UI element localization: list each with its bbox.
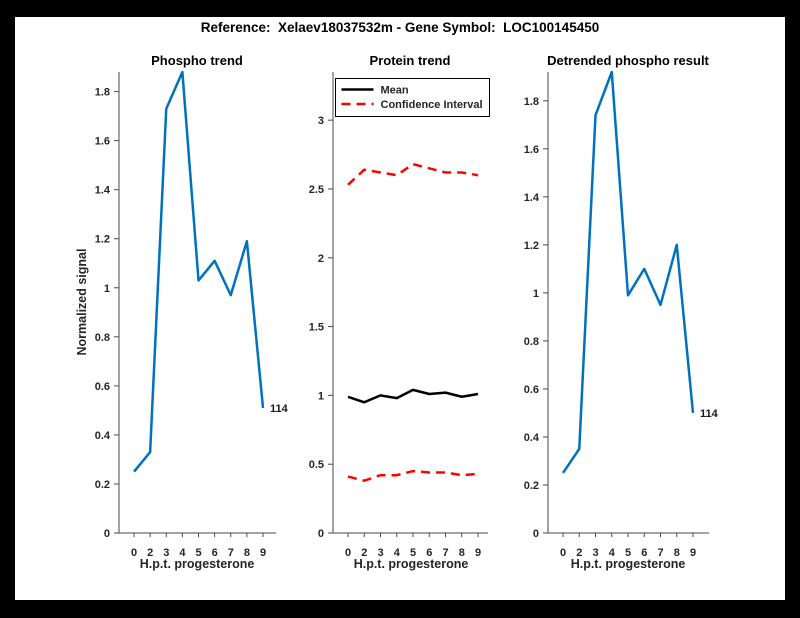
x-tick-label: 4	[394, 547, 401, 559]
y-tick-label: 0.2	[95, 479, 110, 491]
subplot2-title: Protein trend	[369, 53, 451, 68]
y-tick-label: 0.5	[309, 459, 324, 471]
y-tick-label: 3	[318, 115, 324, 127]
y-tick-label: 1.2	[524, 240, 539, 252]
y-tick-label: 0.6	[524, 384, 539, 396]
y-tick-label: 1.8	[524, 96, 539, 108]
y-tick-label: 0	[104, 528, 110, 540]
y-tick-label: 0	[318, 528, 324, 540]
y-tick-label: 0.4	[95, 430, 111, 442]
x-tick-label: 8	[244, 547, 250, 559]
x-tick-label: 3	[377, 547, 383, 559]
y-tick-label: 0.4	[524, 432, 540, 444]
y-tick-label: 2	[318, 253, 324, 265]
y-tick-label: 0.2	[524, 480, 539, 492]
y-tick-label: 1	[104, 283, 110, 295]
confidence-upper-line	[347, 162, 479, 186]
x-tick-label: 5	[625, 547, 631, 559]
y-tick-label: 0.8	[524, 336, 539, 348]
y-tick-label: 1.6	[524, 144, 539, 156]
legend-label: Mean	[381, 85, 409, 97]
subplot3-x-axis-label: H.p.t. progesterone	[570, 557, 686, 571]
x-tick-label: 4	[179, 547, 186, 559]
legend-box	[335, 78, 490, 117]
legend-label: Confidence Interval	[381, 99, 483, 111]
x-tick-label: 5	[195, 547, 201, 559]
y-tick-label: 1	[318, 390, 324, 402]
x-tick-label: 2	[576, 547, 582, 559]
subplot2-x-axis-label: H.p.t. progesterone	[353, 557, 469, 571]
y-tick-label: 1.6	[95, 136, 110, 148]
x-tick-label: 7	[657, 547, 663, 559]
y-tick-label: 0.8	[95, 332, 110, 344]
y-tick-label: 1.4	[524, 192, 540, 204]
x-tick-label: 3	[592, 547, 598, 559]
x-tick-label: 6	[426, 547, 432, 559]
confidence-lower-line	[347, 469, 479, 482]
figure-title: Reference: Xelaev18037532m - Gene Symbol…	[200, 20, 600, 35]
y-tick-label: 0.6	[95, 381, 110, 393]
y-tick-label: 1.8	[95, 87, 110, 99]
x-tick-label: 2	[147, 547, 153, 559]
detrended-phospho-signal-line	[561, 70, 695, 474]
subplot1-x-axis-label: H.p.t. progesterone	[139, 557, 255, 571]
subplot3-title: Detrended phospho result	[547, 53, 709, 68]
x-tick-label: 9	[475, 547, 481, 559]
x-tick-label: 0	[131, 547, 137, 559]
x-tick-label: 0	[560, 547, 566, 559]
x-tick-label: 5	[410, 547, 416, 559]
last-point-annotation: 114	[700, 408, 719, 420]
x-tick-label: 7	[442, 547, 448, 559]
subplot1-title: Phospho trend	[151, 53, 243, 68]
mean-line	[347, 388, 479, 404]
x-tick-label: 3	[163, 547, 169, 559]
phospho-signal-line	[133, 70, 265, 473]
x-tick-label: 4	[609, 547, 616, 559]
x-tick-label: 6	[212, 547, 218, 559]
last-point-annotation: 114	[270, 403, 289, 415]
y-tick-label: 1.4	[95, 185, 111, 197]
x-tick-label: 9	[260, 547, 266, 559]
x-tick-label: 8	[674, 547, 680, 559]
y-tick-label: 1	[533, 288, 539, 300]
y-tick-label: 1.5	[309, 322, 324, 334]
x-tick-label: 2	[361, 547, 367, 559]
x-tick-label: 6	[641, 547, 647, 559]
y-tick-label: 1.2	[95, 234, 110, 246]
y-tick-label: 2.5	[309, 184, 324, 196]
x-tick-label: 9	[690, 547, 696, 559]
x-tick-label: 8	[459, 547, 465, 559]
y-tick-label: 0	[533, 528, 539, 540]
x-tick-label: 7	[228, 547, 234, 559]
x-tick-label: 0	[345, 547, 351, 559]
